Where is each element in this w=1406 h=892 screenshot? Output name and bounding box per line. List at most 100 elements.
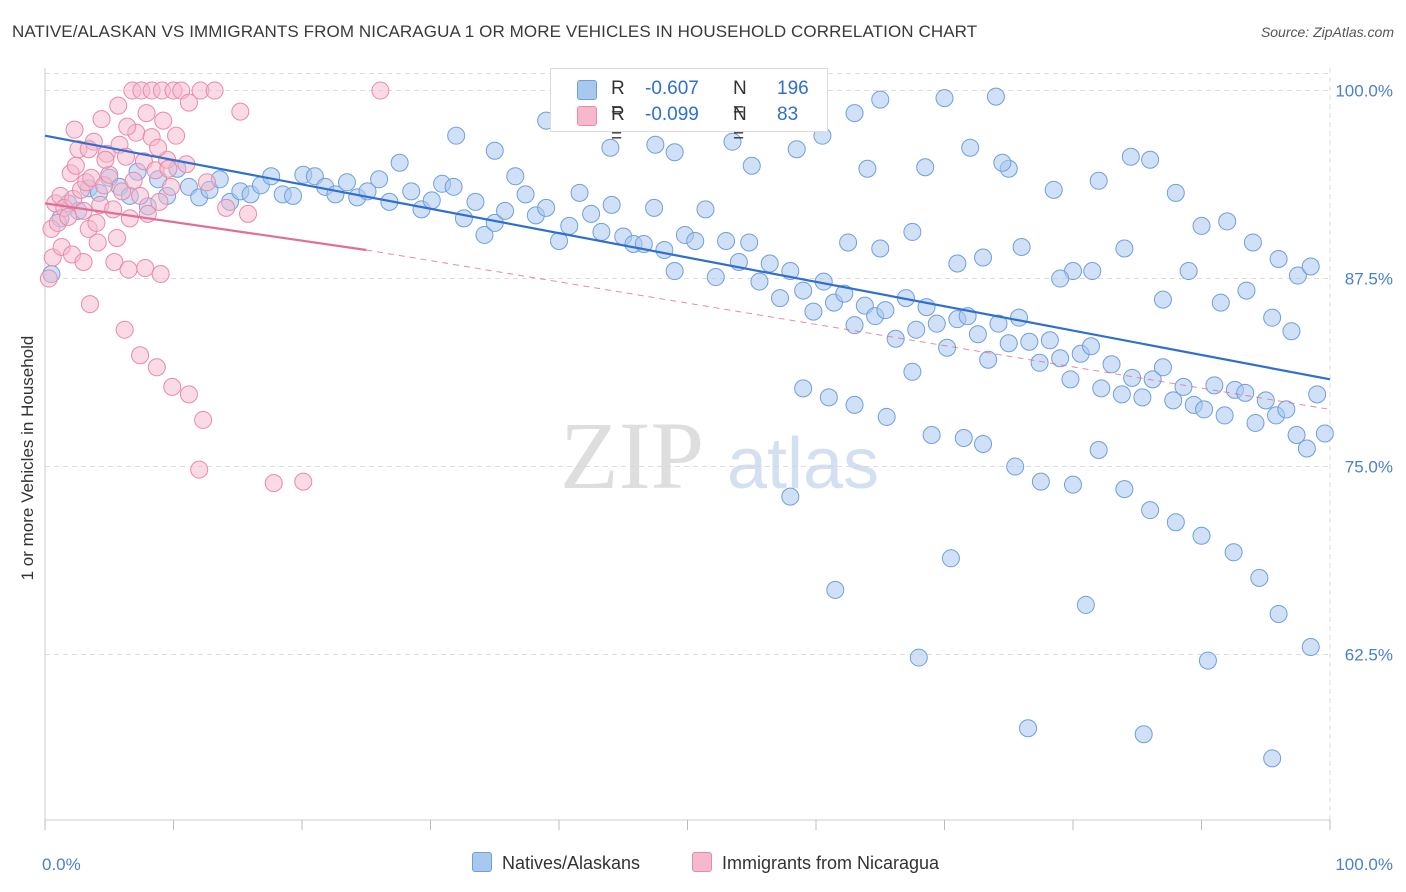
data-point-nicaragua: [107, 228, 126, 247]
data-point-natives: [1215, 406, 1234, 425]
data-point-nicaragua: [239, 204, 258, 223]
data-point-natives: [1256, 391, 1275, 410]
data-point-natives: [1153, 358, 1172, 377]
data-point-natives: [1030, 353, 1049, 372]
data-point-natives: [466, 192, 485, 211]
data-point-natives: [1115, 480, 1134, 499]
data-point-natives: [974, 435, 993, 453]
data-point-nicaragua: [159, 159, 178, 178]
data-point-nicaragua: [124, 171, 143, 190]
data-point-natives: [1012, 237, 1031, 256]
bottom-legend-label-nicaragua: Immigrants from Nicaragua: [722, 853, 940, 873]
data-point-natives: [740, 233, 759, 252]
data-point-nicaragua: [74, 253, 93, 272]
data-point-nicaragua: [163, 377, 182, 396]
data-point-natives: [284, 186, 303, 205]
data-point-natives: [402, 182, 421, 201]
legend-r-label: R =: [611, 78, 625, 121]
data-point-natives: [1051, 349, 1070, 368]
legend-swatch-natives: [577, 80, 597, 100]
bottom-legend-nicaragua[interactable]: Immigrants from Nicaragua: [692, 852, 939, 874]
data-point-natives: [1141, 501, 1160, 520]
data-point-natives: [1211, 293, 1230, 312]
data-point-nicaragua: [137, 104, 156, 123]
data-point-nicaragua: [264, 474, 283, 493]
data-point-natives: [723, 132, 742, 151]
data-point-natives: [655, 240, 674, 259]
data-point-nicaragua: [147, 358, 166, 377]
data-point-nicaragua: [179, 385, 198, 404]
data-point-nicaragua: [197, 173, 216, 192]
data-point-nicaragua: [294, 472, 313, 491]
data-point-nicaragua: [109, 96, 128, 115]
source-label: Source: ZipAtlas.com: [1260, 24, 1394, 40]
data-point-nicaragua: [87, 213, 106, 232]
data-point-natives: [370, 170, 389, 189]
tick-labels: 62.5% 75.0% 87.5% 100.0% 0.0% 100.0%: [42, 82, 1393, 874]
data-point-nicaragua: [120, 209, 139, 228]
data-point-nicaragua: [131, 186, 150, 205]
data-point-natives: [968, 325, 987, 344]
bottom-legend-label-natives: Natives/Alaskans: [502, 853, 641, 873]
data-point-natives: [444, 177, 463, 196]
data-point-natives: [592, 222, 611, 241]
data-point-natives: [941, 549, 960, 568]
data-point-natives: [993, 153, 1012, 172]
data-point-nicaragua: [104, 200, 123, 219]
data-point-nicaragua: [217, 198, 236, 217]
data-point-natives: [1064, 475, 1082, 494]
data-point-natives: [1061, 370, 1080, 389]
data-point-natives: [1166, 183, 1185, 202]
data-point-natives: [916, 158, 935, 177]
data-point-natives: [1166, 513, 1185, 532]
data-point-natives: [1308, 385, 1327, 404]
data-point-natives: [1205, 376, 1224, 395]
data-point-natives: [1174, 377, 1193, 396]
data-point-nicaragua: [92, 110, 111, 129]
data-point-natives: [1250, 568, 1269, 587]
data-point-natives: [974, 248, 993, 267]
bottom-legend-natives[interactable]: Natives/Alaskans: [472, 852, 640, 874]
data-point-nicaragua: [118, 117, 137, 136]
data-point-natives: [1263, 749, 1282, 768]
x-tick-label: 0.0%: [42, 855, 81, 874]
data-point-natives: [1287, 425, 1306, 444]
data-point-nicaragua: [131, 346, 150, 365]
data-point-natives: [1236, 383, 1255, 402]
data-point-natives: [845, 104, 864, 123]
data-point-natives: [1297, 439, 1316, 458]
data-point-natives: [337, 173, 356, 192]
data-point-nicaragua: [119, 260, 138, 279]
series-nicaragua-points: [39, 81, 390, 493]
data-point-nicaragua: [161, 177, 180, 196]
data-point-natives: [696, 200, 715, 219]
data-point-natives: [1301, 257, 1320, 276]
watermark-atlas: atlas: [727, 424, 879, 504]
data-point-nicaragua: [149, 138, 168, 157]
legend-n-label: N =: [733, 104, 747, 147]
data-point-natives: [646, 135, 665, 154]
data-point-natives: [601, 138, 620, 157]
data-point-nicaragua: [113, 182, 132, 201]
data-point-natives: [877, 407, 896, 426]
data-point-natives: [1301, 638, 1320, 657]
data-point-natives: [794, 379, 813, 398]
data-point-natives: [1269, 604, 1288, 623]
data-point-nicaragua: [96, 150, 115, 169]
data-point-natives: [537, 198, 556, 217]
data-point-natives: [876, 301, 895, 320]
data-point-natives: [602, 195, 621, 214]
data-point-natives: [750, 272, 769, 291]
data-point-nicaragua: [88, 233, 107, 252]
data-point-nicaragua: [66, 156, 85, 175]
data-point-natives: [1237, 281, 1256, 300]
data-point-natives: [1040, 331, 1059, 350]
data-point-natives: [560, 216, 579, 235]
trend-line-nicaragua-extension: [366, 249, 1331, 410]
data-point-natives: [954, 428, 973, 447]
watermark-zip: ZIP: [560, 402, 704, 509]
legend-n-label: N =: [733, 78, 747, 121]
data-point-natives: [742, 156, 761, 175]
data-point-natives: [1089, 171, 1108, 190]
bottom-legend-swatch-natives: [472, 852, 492, 872]
